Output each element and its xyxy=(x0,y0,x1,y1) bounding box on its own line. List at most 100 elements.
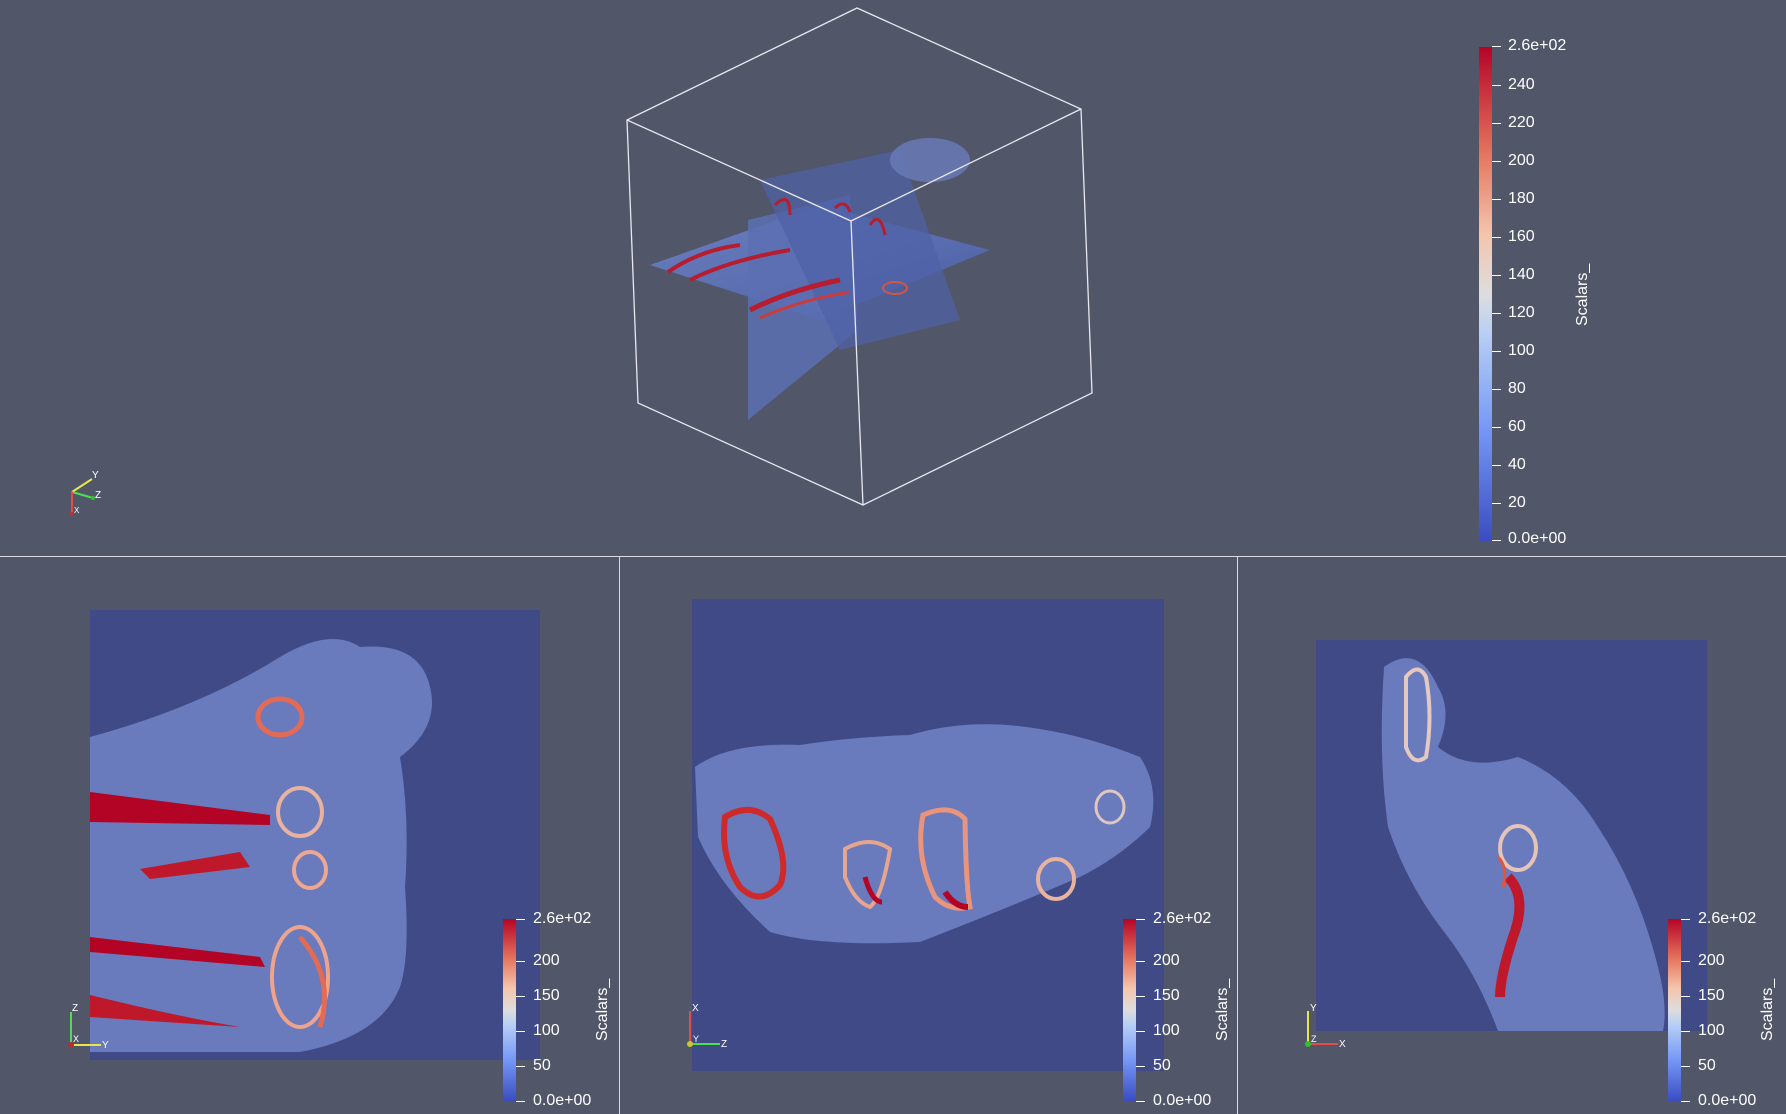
color-legend-tick xyxy=(1492,237,1501,238)
svg-text:Y: Y xyxy=(1310,1003,1317,1014)
color-legend-min-label: 0.0e+00 xyxy=(533,1092,592,1109)
coronal-slice-plane xyxy=(760,150,960,350)
color-legend-tick-label: 40 xyxy=(1508,456,1526,473)
color-legend-tick-label: 100 xyxy=(1698,1022,1725,1039)
color-legend-min-label: 0.0e+00 xyxy=(1698,1092,1757,1109)
color-legend-tick-label: 50 xyxy=(1698,1057,1716,1074)
render-view-slice-middle[interactable]: X Y Z 2.6e+02 200 150 100 50 0.0e+00 Scalars_ xyxy=(620,557,1237,1114)
foot-tissue xyxy=(1381,658,1665,1031)
color-legend-tick-label: 180 xyxy=(1508,190,1535,207)
orientation-axes-sagittal: Y Z X xyxy=(1305,1003,1346,1050)
color-legend-tick xyxy=(516,1066,525,1067)
color-legend-title: Scalars_ xyxy=(1214,978,1231,1041)
color-legend-tick-label: 100 xyxy=(1508,342,1535,359)
color-legend-tick xyxy=(516,1031,525,1032)
render-view-slice-top[interactable]: Z X Y 2.6e+02 200 150 100 50 0.0e+00 Scalars_ xyxy=(0,557,619,1114)
orientation-axes-3d: Y Z X xyxy=(70,470,101,516)
color-legend-tick xyxy=(1492,275,1501,276)
foot-bones xyxy=(90,786,330,1029)
slice-image-sagittal: Y Z X xyxy=(1305,640,1707,1050)
color-legend-tick xyxy=(516,919,525,920)
volume-3d-scene: Y Z X xyxy=(70,7,1093,516)
color-legend-tick xyxy=(1492,351,1501,352)
toe-slice-blob xyxy=(890,138,970,182)
color-legend-tick-label: 200 xyxy=(533,952,560,969)
color-legend-gradient xyxy=(1479,47,1492,541)
color-legend-tick xyxy=(1136,1066,1145,1067)
slice-image-axial: Z X Y xyxy=(68,610,540,1060)
color-legend-tick-label: 60 xyxy=(1508,418,1526,435)
svg-text:X: X xyxy=(74,506,80,515)
color-legend-min-label: 0.0e+00 xyxy=(1508,530,1567,547)
svg-text:X: X xyxy=(1339,1039,1346,1050)
slice-image-coronal: X Y Z xyxy=(687,599,1164,1071)
volume-slices xyxy=(650,138,990,420)
color-legend-tick-label: 80 xyxy=(1508,380,1526,397)
svg-text:Y: Y xyxy=(693,1034,699,1044)
color-legend-title: Scalars_ xyxy=(594,978,611,1041)
foot-bones xyxy=(1404,667,1538,998)
foot-bones xyxy=(721,789,1126,911)
color-legend-tick xyxy=(1492,199,1501,200)
view-separator-left[interactable] xyxy=(619,557,620,1114)
render-view-slice-right[interactable]: Y Z X 2.6e+02 200 150 100 50 0.0e+00 Scalars_ xyxy=(1238,557,1786,1114)
svg-text:Z: Z xyxy=(721,1039,727,1050)
color-legend-tick xyxy=(1136,1101,1145,1102)
color-legend-gradient xyxy=(1668,919,1681,1101)
color-legend-tick xyxy=(1681,919,1690,920)
svg-text:Z: Z xyxy=(72,1003,78,1014)
color-legend-tick xyxy=(1136,961,1145,962)
view-separator-horizontal[interactable] xyxy=(0,556,1786,557)
color-legend-tick xyxy=(1492,427,1501,428)
color-legend-tick-label: 150 xyxy=(1153,987,1180,1004)
color-legend-title: Scalars_ xyxy=(1759,978,1776,1041)
color-legend-tick-label: 20 xyxy=(1508,494,1526,511)
color-legend-tick-label: 220 xyxy=(1508,114,1535,131)
color-legend-tick xyxy=(1492,389,1501,390)
color-legend-tick-label: 50 xyxy=(1153,1057,1171,1074)
color-legend-max-label: 2.6e+02 xyxy=(1508,37,1567,54)
color-legend-gradient xyxy=(503,919,516,1101)
color-legend-tick xyxy=(1492,161,1501,162)
svg-text:Y: Y xyxy=(92,470,99,481)
color-legend-max-label: 2.6e+02 xyxy=(1153,910,1212,927)
color-legend-tick-label: 140 xyxy=(1508,266,1535,283)
color-legend-tick-label: 100 xyxy=(533,1022,560,1039)
color-legend-tick-label: 160 xyxy=(1508,228,1535,245)
color-legend-tick-label: 120 xyxy=(1508,304,1535,321)
color-legend-tick xyxy=(1136,919,1145,920)
color-legend-tick xyxy=(1681,996,1690,997)
bounding-box-outline xyxy=(626,7,1093,506)
svg-text:Z: Z xyxy=(1311,1034,1317,1044)
color-legend-title: Scalars_ xyxy=(1574,263,1591,326)
color-legend-tick-label: 240 xyxy=(1508,76,1535,93)
color-legend-gradient xyxy=(1123,919,1136,1101)
color-legend-tick-label: 50 xyxy=(533,1057,551,1074)
color-legend-tick xyxy=(1492,465,1501,466)
color-legend-tick xyxy=(1492,313,1501,314)
svg-text:Y: Y xyxy=(102,1040,109,1051)
color-legend-tick xyxy=(1681,1101,1690,1102)
orientation-axes-axial: Z X Y xyxy=(68,1003,109,1051)
color-legend-min-label: 0.0e+00 xyxy=(1153,1092,1212,1109)
svg-text:X: X xyxy=(692,1003,699,1014)
color-legend-tick-label: 100 xyxy=(1153,1022,1180,1039)
color-legend-tick xyxy=(1136,1031,1145,1032)
color-legend-tick xyxy=(1681,1031,1690,1032)
render-view-3d[interactable]: Y Z X 2.6e+02 0.0e+00 240 220 200 180 160 140… xyxy=(0,0,1786,556)
color-legend-tick xyxy=(516,996,525,997)
color-legend-tick xyxy=(516,1101,525,1102)
color-legend-tick xyxy=(1681,1066,1690,1067)
color-legend-max-label: 2.6e+02 xyxy=(533,910,592,927)
color-legend-tick-label: 200 xyxy=(1153,952,1180,969)
color-legend-tick xyxy=(516,961,525,962)
color-legend-tick xyxy=(1136,996,1145,997)
color-legend-tick-label: 200 xyxy=(1698,952,1725,969)
orientation-axes-coronal: X Y Z xyxy=(687,1003,727,1050)
color-legend-max-label: 2.6e+02 xyxy=(1698,910,1757,927)
svg-text:Z: Z xyxy=(95,490,101,501)
color-legend-tick-label: 150 xyxy=(1698,987,1725,1004)
color-legend-tick xyxy=(1681,961,1690,962)
view-separator-right[interactable] xyxy=(1237,557,1238,1114)
color-legend-tick xyxy=(1492,503,1501,504)
